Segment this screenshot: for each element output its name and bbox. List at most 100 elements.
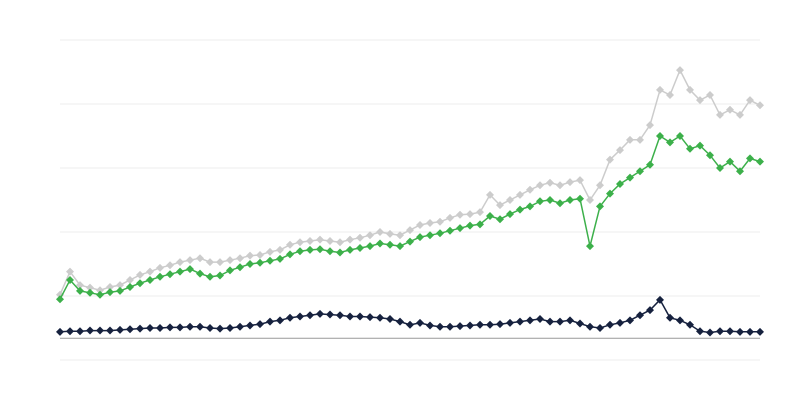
data-point bbox=[396, 317, 404, 326]
data-point bbox=[546, 196, 554, 204]
data-point bbox=[526, 185, 534, 194]
data-point bbox=[196, 269, 204, 278]
data-point bbox=[306, 245, 314, 254]
data-point bbox=[556, 181, 564, 190]
data-point bbox=[486, 320, 494, 329]
data-point bbox=[746, 154, 754, 163]
data-point bbox=[576, 319, 584, 328]
data-point bbox=[406, 237, 414, 246]
data-point bbox=[186, 265, 194, 274]
data-point bbox=[216, 271, 224, 280]
data-point bbox=[566, 316, 574, 325]
data-point bbox=[226, 324, 234, 332]
data-point bbox=[246, 321, 254, 330]
data-point bbox=[596, 202, 604, 211]
data-point bbox=[446, 213, 454, 222]
data-point bbox=[456, 210, 464, 219]
data-point bbox=[106, 283, 114, 292]
data-point bbox=[496, 320, 504, 329]
data-point bbox=[426, 321, 434, 330]
data-point bbox=[66, 276, 74, 284]
data-point bbox=[526, 316, 534, 325]
data-point bbox=[756, 101, 764, 110]
data-point bbox=[296, 312, 304, 321]
data-point bbox=[476, 320, 484, 329]
data-point bbox=[306, 311, 314, 320]
data-point bbox=[716, 164, 724, 172]
data-point bbox=[496, 215, 504, 224]
data-point bbox=[356, 244, 364, 252]
data-point bbox=[716, 110, 724, 119]
data-point bbox=[536, 197, 544, 206]
data-point bbox=[536, 181, 544, 190]
data-point bbox=[616, 180, 624, 188]
data-point bbox=[566, 196, 574, 204]
data-point bbox=[246, 251, 254, 260]
data-point bbox=[416, 233, 424, 242]
data-point bbox=[706, 151, 714, 160]
data-point bbox=[266, 247, 274, 256]
data-point bbox=[346, 312, 354, 321]
data-point bbox=[426, 219, 434, 228]
data-point bbox=[696, 96, 704, 105]
data-point bbox=[556, 317, 564, 326]
data-point bbox=[286, 250, 294, 259]
data-point bbox=[136, 270, 144, 279]
data-point bbox=[416, 220, 424, 229]
data-point bbox=[386, 315, 394, 324]
data-point bbox=[226, 266, 234, 275]
data-point bbox=[316, 235, 324, 244]
data-point bbox=[476, 220, 484, 229]
data-point bbox=[446, 226, 454, 235]
data-point bbox=[606, 155, 614, 164]
data-point bbox=[516, 317, 524, 326]
data-point bbox=[756, 157, 764, 166]
data-point bbox=[406, 320, 414, 329]
data-point bbox=[666, 313, 674, 322]
data-point bbox=[546, 317, 554, 326]
data-point bbox=[206, 324, 214, 332]
data-point bbox=[346, 245, 354, 254]
data-point bbox=[256, 320, 264, 329]
data-point bbox=[166, 261, 174, 270]
data-point bbox=[396, 242, 404, 251]
data-point bbox=[186, 256, 194, 265]
data-point bbox=[106, 288, 114, 297]
data-point bbox=[656, 85, 664, 94]
data-point bbox=[156, 263, 164, 272]
data-point bbox=[646, 121, 654, 130]
data-point bbox=[326, 310, 334, 319]
data-point bbox=[376, 239, 384, 248]
data-point bbox=[316, 245, 324, 254]
data-point bbox=[256, 258, 264, 267]
data-point bbox=[726, 105, 734, 114]
data-point bbox=[696, 141, 704, 150]
data-point bbox=[356, 312, 364, 321]
data-point bbox=[116, 325, 124, 334]
data-point bbox=[466, 210, 474, 219]
data-point bbox=[166, 270, 174, 279]
data-point bbox=[666, 138, 674, 147]
data-point bbox=[486, 212, 494, 220]
data-point bbox=[276, 245, 284, 254]
data-point bbox=[366, 242, 374, 251]
data-point bbox=[136, 324, 144, 333]
data-point bbox=[356, 233, 364, 242]
data-point bbox=[436, 217, 444, 226]
data-point bbox=[576, 194, 584, 203]
data-point bbox=[336, 311, 344, 320]
data-point bbox=[466, 321, 474, 330]
data-point bbox=[736, 110, 744, 119]
data-point bbox=[526, 202, 534, 211]
data-point bbox=[236, 254, 244, 263]
data-point bbox=[126, 283, 134, 292]
data-point bbox=[316, 309, 324, 318]
data-point bbox=[296, 247, 304, 256]
data-point bbox=[396, 231, 404, 240]
data-point bbox=[416, 318, 424, 327]
data-point bbox=[616, 146, 624, 155]
data-point bbox=[176, 323, 184, 332]
data-point bbox=[206, 258, 214, 267]
